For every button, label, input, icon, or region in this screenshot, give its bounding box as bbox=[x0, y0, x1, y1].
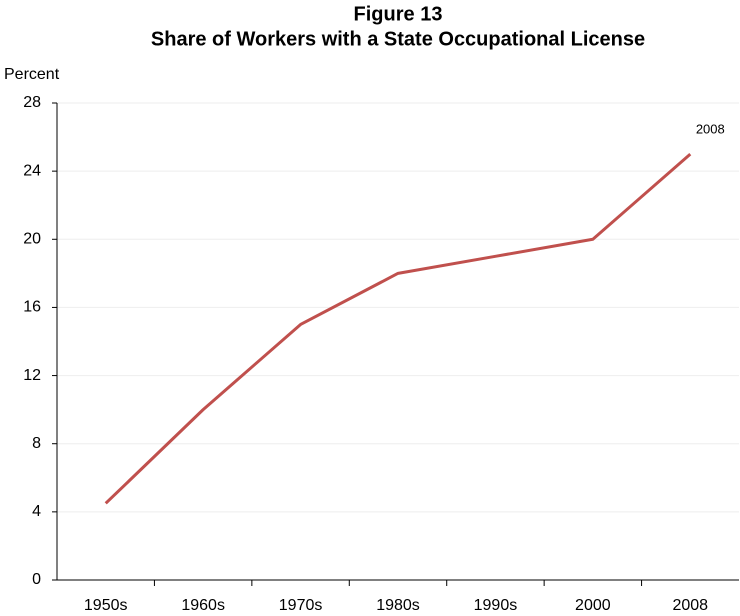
y-tick-label: 8 bbox=[32, 435, 41, 452]
chart-title: Figure 13 bbox=[354, 3, 443, 25]
x-tick-label: 1980s bbox=[376, 597, 420, 614]
y-tick-label: 24 bbox=[23, 162, 41, 179]
y-tick-label: 12 bbox=[23, 367, 41, 384]
chart-subtitle: Share of Workers with a State Occupation… bbox=[151, 28, 645, 50]
y-tick-label: 28 bbox=[23, 94, 41, 111]
annotation: 2008 bbox=[696, 122, 725, 137]
x-tick-label: 1970s bbox=[279, 597, 323, 614]
line-series bbox=[104, 152, 692, 505]
x-tick-label: 1960s bbox=[181, 597, 225, 614]
x-tick-label: 1950s bbox=[84, 597, 128, 614]
y-tick-label: 4 bbox=[32, 503, 41, 520]
y-axis-label: Percent bbox=[4, 66, 60, 83]
x-tick-label: 1990s bbox=[474, 597, 518, 614]
x-tick-label: 2000 bbox=[575, 597, 611, 614]
y-tick-label: 0 bbox=[32, 571, 41, 588]
x-tick-label: 2008 bbox=[672, 597, 708, 614]
y-tick-label: 16 bbox=[23, 299, 41, 316]
y-tick-label: 20 bbox=[23, 231, 41, 248]
